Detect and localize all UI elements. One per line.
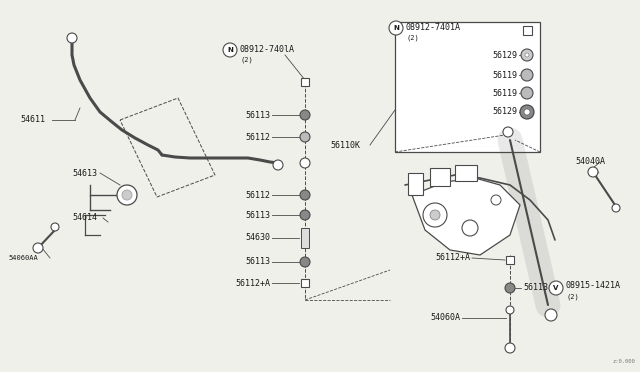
Circle shape <box>524 109 530 115</box>
Circle shape <box>505 343 515 353</box>
Circle shape <box>430 210 440 220</box>
Circle shape <box>521 69 533 81</box>
Bar <box>522 26 531 35</box>
Circle shape <box>545 309 557 321</box>
Bar <box>301 279 309 287</box>
Circle shape <box>51 223 59 231</box>
Circle shape <box>300 210 310 220</box>
Text: 56119: 56119 <box>492 71 517 80</box>
Bar <box>301 228 309 248</box>
Circle shape <box>300 158 310 168</box>
Circle shape <box>462 220 478 236</box>
Text: 08912-740lA: 08912-740lA <box>240 45 295 54</box>
Text: 56129: 56129 <box>492 108 517 116</box>
Circle shape <box>491 195 501 205</box>
Text: 56112: 56112 <box>245 132 270 141</box>
Text: 56110K: 56110K <box>330 141 360 150</box>
Text: V: V <box>554 285 559 291</box>
Text: N: N <box>227 47 233 53</box>
Bar <box>395 22 540 152</box>
Bar <box>408 173 423 195</box>
Circle shape <box>389 21 403 35</box>
Circle shape <box>423 203 447 227</box>
Text: (2): (2) <box>566 294 579 300</box>
Text: 56113: 56113 <box>245 110 270 119</box>
Text: N: N <box>393 25 399 31</box>
Circle shape <box>273 160 283 170</box>
Text: 56112+A: 56112+A <box>435 253 470 263</box>
Circle shape <box>521 87 533 99</box>
Circle shape <box>525 53 529 57</box>
Text: 08912-7401A: 08912-7401A <box>406 22 461 32</box>
Text: 56119: 56119 <box>492 89 517 97</box>
Text: 56112+A: 56112+A <box>235 279 270 288</box>
Circle shape <box>520 105 534 119</box>
Text: 54630: 54630 <box>245 234 270 243</box>
Text: (2): (2) <box>406 35 419 41</box>
Text: 56113: 56113 <box>245 211 270 219</box>
Text: 56113: 56113 <box>523 283 548 292</box>
Circle shape <box>300 132 310 142</box>
Circle shape <box>521 49 533 61</box>
Text: 54060A: 54060A <box>430 314 460 323</box>
Circle shape <box>300 110 310 120</box>
Polygon shape <box>412 178 520 255</box>
Text: 54060AA: 54060AA <box>8 255 38 261</box>
Text: 08915-1421A: 08915-1421A <box>566 282 621 291</box>
Text: 56129: 56129 <box>492 51 517 60</box>
Text: 54040A: 54040A <box>575 157 605 167</box>
Text: 54611: 54611 <box>20 115 45 125</box>
Text: 54614: 54614 <box>72 214 97 222</box>
Circle shape <box>505 283 515 293</box>
Text: 54613: 54613 <box>72 169 97 177</box>
Circle shape <box>503 127 513 137</box>
Circle shape <box>549 281 563 295</box>
Text: 56112: 56112 <box>245 190 270 199</box>
Bar <box>301 78 309 86</box>
Circle shape <box>33 243 43 253</box>
Circle shape <box>300 257 310 267</box>
Text: z:0.000: z:0.000 <box>612 359 635 364</box>
Bar <box>430 168 450 186</box>
Circle shape <box>122 190 132 200</box>
Circle shape <box>67 33 77 43</box>
Circle shape <box>223 43 237 57</box>
Circle shape <box>300 190 310 200</box>
Bar <box>506 256 514 264</box>
Circle shape <box>117 185 137 205</box>
Text: 56113: 56113 <box>245 257 270 266</box>
Text: (2): (2) <box>240 57 253 63</box>
Circle shape <box>612 204 620 212</box>
Circle shape <box>506 306 514 314</box>
Bar <box>455 165 477 181</box>
Circle shape <box>588 167 598 177</box>
